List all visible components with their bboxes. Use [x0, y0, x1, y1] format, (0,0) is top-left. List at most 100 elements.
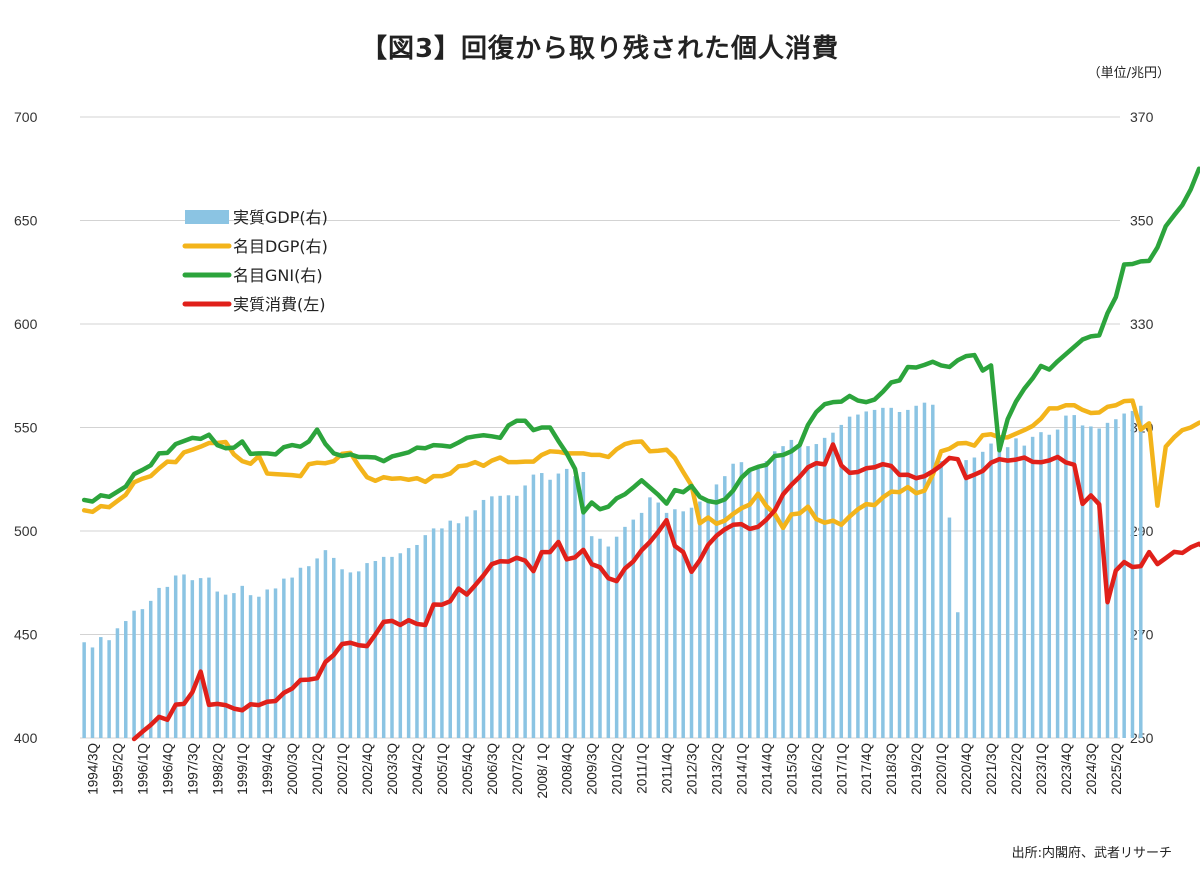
- real-gdp-bar: [980, 451, 985, 738]
- real-gdp-bar: [82, 642, 86, 738]
- real-gdp-bar: [165, 586, 170, 738]
- legend-label: 実質GDP(右): [233, 208, 328, 227]
- real-gdp-bar: [1030, 436, 1035, 738]
- real-gdp-bar: [365, 563, 369, 738]
- real-gdp-bar: [223, 594, 228, 738]
- real-gdp-bar: [839, 424, 844, 738]
- x-tick-label: 2011/4Q: [660, 743, 675, 794]
- real-gdp-bar: [107, 640, 111, 738]
- real-gdp-bar: [440, 528, 444, 738]
- real-gdp-bar: [997, 440, 1002, 738]
- real-gdp-bar: [598, 538, 602, 738]
- real-gdp-bar: [889, 407, 893, 738]
- legend-swatch-bar: [185, 210, 229, 224]
- x-tick-label: 2006/3Q: [485, 743, 500, 795]
- real-gdp-bar: [664, 512, 669, 738]
- x-tick-label: 2020/1Q: [934, 743, 949, 795]
- left-tick-label: 550: [14, 420, 38, 436]
- right-tick-label: 350: [1130, 213, 1154, 229]
- x-tick-label: 2022/2Q: [1009, 743, 1024, 795]
- real-gdp-bar: [540, 473, 544, 738]
- real-gdp-bar: [1055, 429, 1060, 738]
- real-gdp-bar: [939, 461, 943, 738]
- real-gdp-bar: [381, 556, 386, 738]
- real-gdp-bar: [448, 520, 452, 738]
- real-gdp-bar: [423, 535, 428, 738]
- real-gdp-bar: [523, 485, 527, 738]
- left-tick-label: 650: [14, 213, 38, 229]
- real-gdp-bar: [157, 587, 161, 738]
- x-tick-label: 2014/1Q: [734, 743, 749, 795]
- legend: 実質GDP(右) 名目DGP(右) 名目GNI(右) 実質消費(左): [182, 208, 328, 314]
- real-gdp-bar: [731, 463, 735, 738]
- x-tick-label: 1994/3Q: [85, 743, 100, 795]
- real-gdp-bar: [864, 411, 868, 738]
- real-gdp-bar: [1072, 415, 1076, 738]
- x-tick-label: 2014/4Q: [759, 743, 774, 795]
- x-tick-label: 1999/1Q: [235, 743, 250, 795]
- x-tick-label: 2011/1Q: [635, 743, 650, 794]
- real-gdp-bar: [756, 468, 760, 738]
- x-tick-label: 1996/4Q: [160, 743, 175, 795]
- real-gdp-bar: [282, 578, 286, 738]
- chart-title: 【図3】回復から取り残された個人消費: [360, 34, 840, 64]
- real-gdp-bar: [706, 499, 710, 738]
- real-gdp-bar: [623, 526, 627, 738]
- x-tick-label: 2002/4Q: [360, 743, 375, 795]
- real-gdp-bar: [822, 437, 827, 738]
- real-gdp-bar: [781, 446, 785, 738]
- real-gdp-bar: [465, 516, 469, 738]
- real-gdp-bar: [681, 511, 685, 738]
- real-gdp-bar: [1080, 425, 1085, 738]
- real-gdp-bar: [265, 589, 269, 738]
- real-gdp-bar: [872, 409, 877, 738]
- real-gdp-bar: [614, 536, 619, 738]
- real-gdp-bar: [481, 499, 486, 738]
- real-gdp-bar: [348, 572, 353, 738]
- x-tick-label: 1997/3Q: [185, 743, 200, 795]
- x-tick-label: 1996/1Q: [135, 743, 150, 795]
- unit-label: （単位/兆円）: [1087, 66, 1170, 81]
- nominal-gdp-line: [81, 398, 1200, 531]
- x-tick-label: 2007/2Q: [510, 743, 525, 795]
- real-gdp-bar: [556, 473, 561, 738]
- real-gdp-bar: [115, 628, 120, 738]
- x-tick-label: 2023/4Q: [1059, 743, 1074, 795]
- legend-label: 名目GNI(右): [233, 266, 323, 285]
- real-gdp-bar: [806, 446, 810, 738]
- real-gdp-bar: [1122, 413, 1126, 738]
- real-gdp-bar: [298, 567, 303, 738]
- real-gdp-bar: [90, 647, 95, 738]
- real-gdp-bar: [831, 432, 835, 738]
- x-tick-label: 2016/2Q: [809, 743, 824, 795]
- x-tick-label: 2023/1Q: [1034, 743, 1049, 795]
- real-gdp-bar: [148, 600, 153, 738]
- real-gdp-bars: [82, 402, 1143, 738]
- x-tick-label: 2019/2Q: [909, 743, 924, 795]
- real-gdp-bar: [922, 402, 927, 738]
- real-gdp-bar: [947, 517, 952, 738]
- real-gdp-bar: [1005, 447, 1010, 738]
- real-gdp-bar: [1089, 426, 1093, 738]
- real-gdp-bar: [273, 588, 278, 738]
- real-gdp-bar: [956, 612, 960, 738]
- real-gdp-bar: [490, 496, 494, 738]
- x-tick-label: 2001/2Q: [310, 743, 325, 795]
- real-gdp-bar: [240, 585, 244, 738]
- real-gdp-bar: [140, 609, 145, 738]
- x-tick-label: 2017/4Q: [859, 743, 874, 795]
- left-tick-label: 600: [14, 316, 38, 332]
- real-gdp-bar: [1014, 438, 1018, 738]
- real-gdp-bar: [173, 575, 178, 738]
- real-gdp-bar: [964, 460, 968, 738]
- real-gdp-bar: [232, 593, 236, 738]
- real-gdp-bar: [847, 416, 852, 738]
- real-gdp-bar: [473, 510, 477, 738]
- legend-label: 実質消費(左): [233, 295, 326, 314]
- real-gdp-bar: [931, 404, 935, 738]
- real-gdp-bar: [415, 544, 419, 738]
- real-gdp-bar: [698, 501, 702, 738]
- real-gdp-bar: [1097, 428, 1101, 738]
- real-gdp-bar: [406, 548, 411, 738]
